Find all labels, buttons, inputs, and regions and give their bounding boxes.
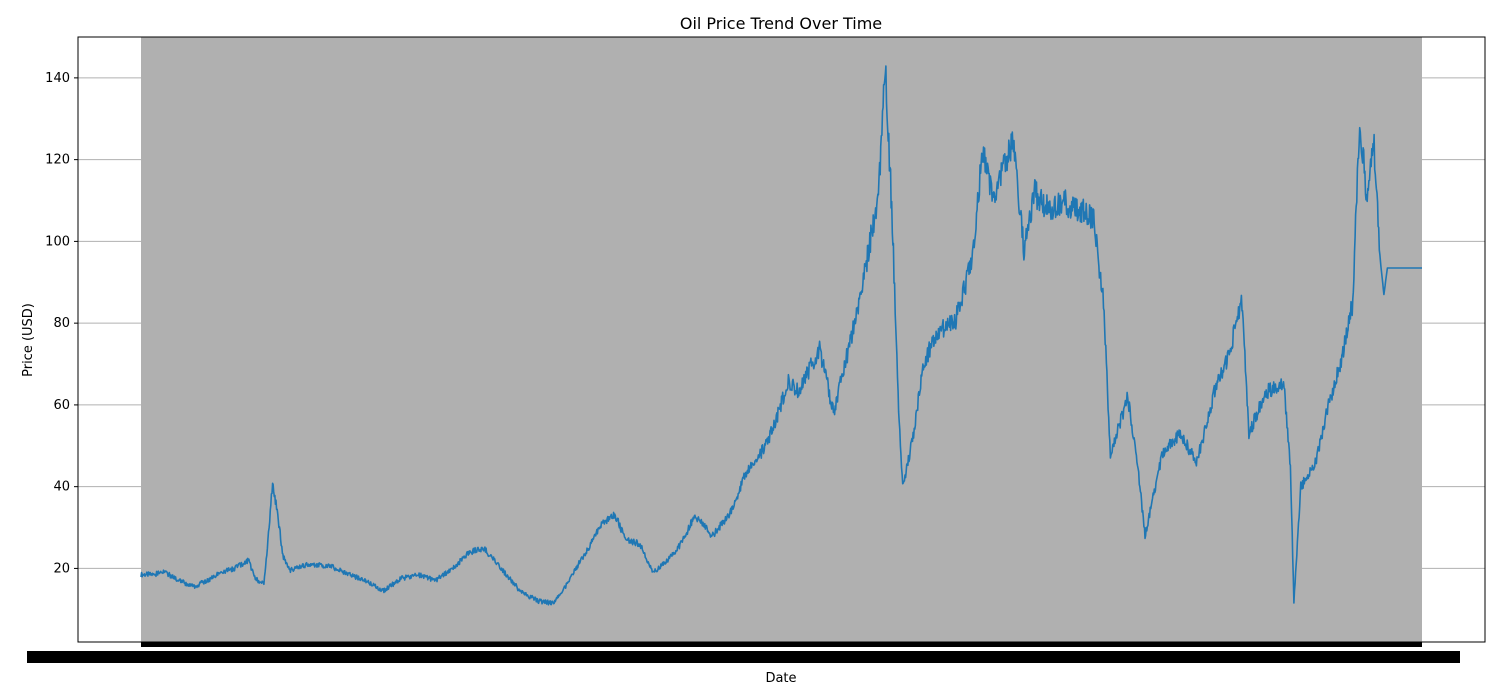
y-axis-label: Price (USD) (21, 303, 36, 377)
y-tick-label: 40 (53, 480, 70, 495)
x-tick-marks-band (141, 642, 1422, 647)
y-tick-label: 80 (53, 316, 70, 331)
y-tick-label: 20 (53, 561, 70, 576)
x-tick-labels-band (27, 651, 1460, 663)
plot-area: 20 40 60 80 100 120 140 (27, 36, 1486, 663)
y-tick-label: 140 (45, 71, 70, 86)
y-tick-label: 120 (45, 153, 70, 168)
shaded-date-region (141, 37, 1422, 642)
x-axis-label: Date (765, 671, 796, 686)
y-tick-label: 60 (53, 398, 70, 413)
chart-title: Oil Price Trend Over Time (680, 14, 882, 33)
series-line-oil-price (140, 65, 1423, 606)
y-tick-label: 100 (45, 234, 70, 249)
